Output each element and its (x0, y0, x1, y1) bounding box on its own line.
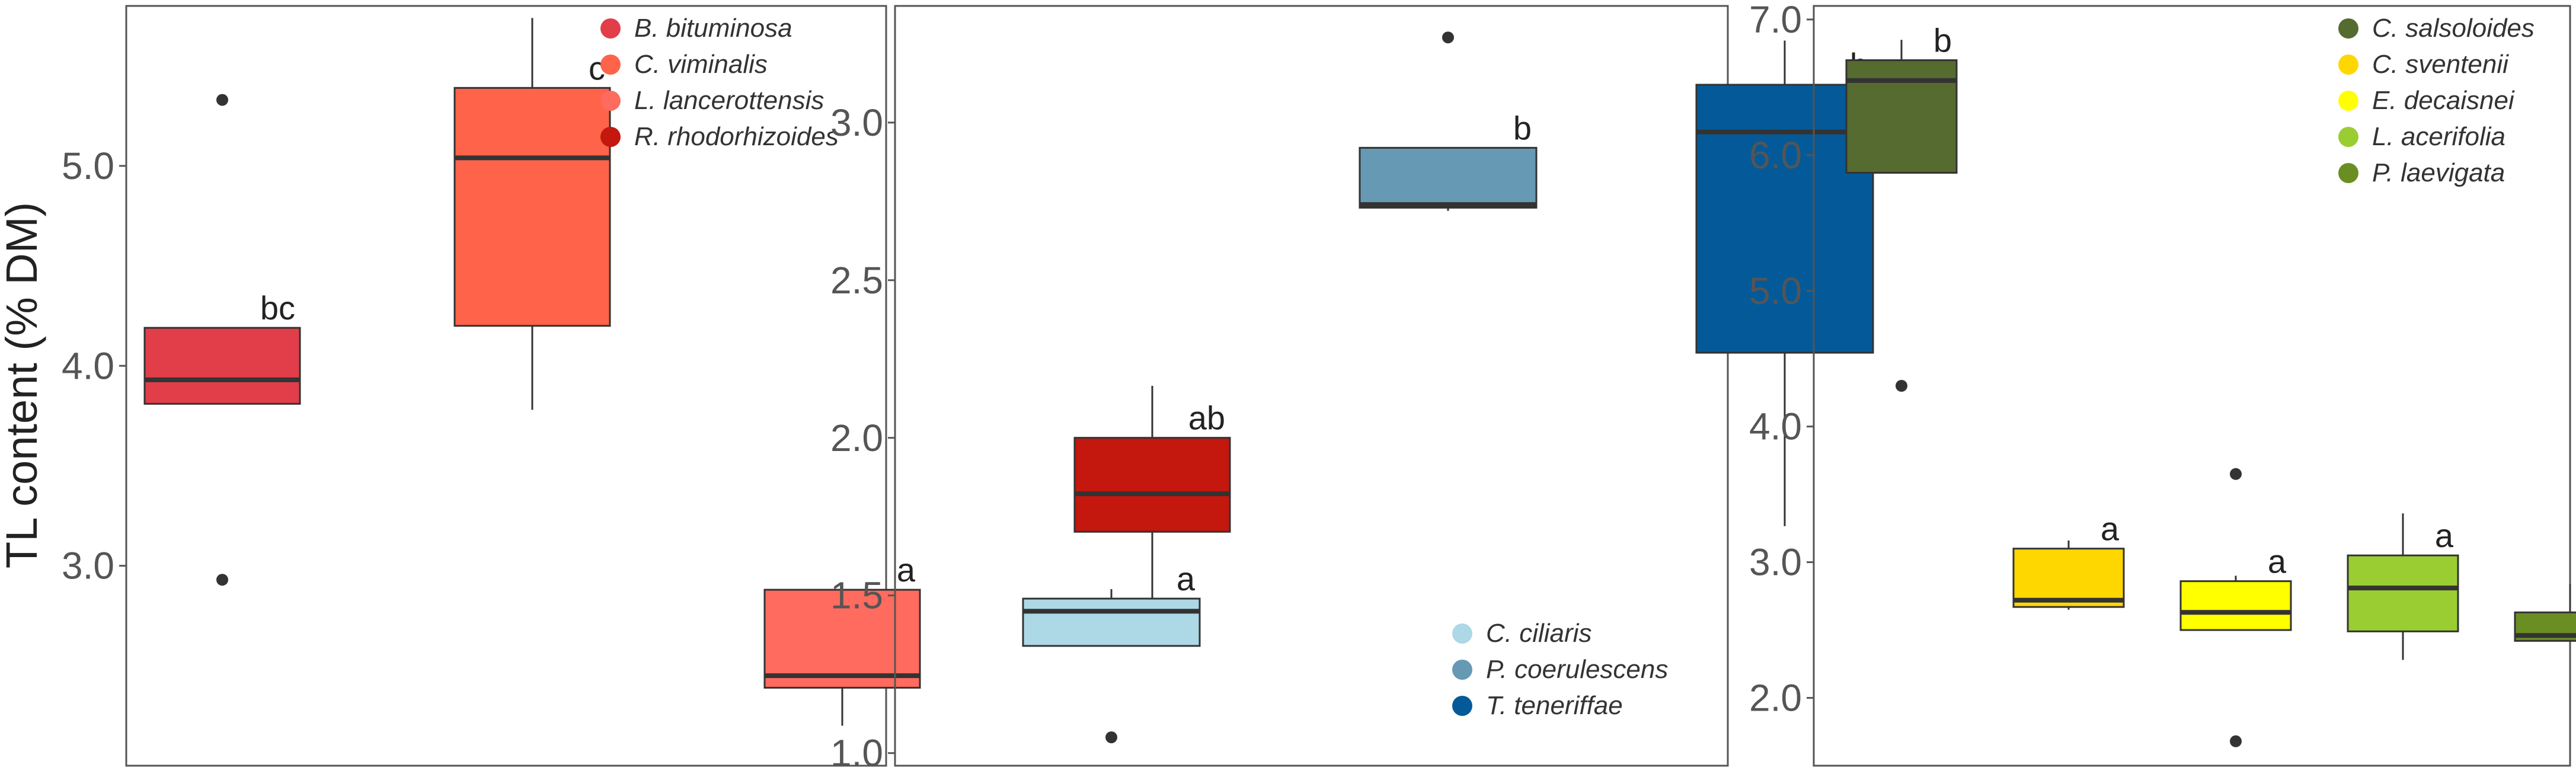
legend-label: L. acerifolia (2372, 122, 2505, 151)
outlier-point (216, 94, 228, 106)
y-tick-label: 4.0 (1749, 405, 1802, 448)
legend-label: L. lancerottensis (634, 86, 824, 115)
legend-marker (2338, 18, 2358, 39)
panel-3: 2.03.04.05.06.07.0baaaaC. salsoloidesC. … (1749, 0, 2576, 767)
significance-label: a (1177, 560, 1196, 597)
y-tick-label: 3.0 (1749, 541, 1802, 584)
box-body (143, 327, 301, 405)
significance-label: bc (260, 289, 295, 327)
legend-marker (600, 91, 621, 111)
y-axis-title: TL content (% DM) (0, 202, 46, 568)
y-tick-label: 5.0 (62, 145, 114, 187)
legend-marker (2338, 127, 2358, 147)
legend-marker (1452, 623, 1472, 644)
y-tick-label: 6.0 (1749, 134, 1802, 177)
box-body (1022, 597, 1201, 647)
significance-label: a (2268, 543, 2287, 580)
y-tick-label: 3.0 (62, 545, 114, 587)
outlier-point (1105, 731, 1117, 744)
significance-label: b (1933, 22, 1952, 59)
legend-marker (2338, 55, 2358, 75)
legend-marker (1452, 696, 1472, 716)
significance-label: a (2435, 517, 2454, 554)
panel-frame (125, 5, 887, 767)
significance-label: ab (1188, 399, 1225, 437)
significance-label: a (2101, 510, 2120, 548)
y-tick-label: 1.5 (830, 574, 883, 617)
legend-label: C. salsoloides (2372, 14, 2535, 43)
legend-label: B. bituminosa (634, 14, 792, 43)
legend: C. salsoloides C. sventenii E. decaisnei L.… (2338, 14, 2535, 187)
panel-1: 3.0 4.0 5.0 bc c a ab B. bituminosa C. viminalis… (62, 5, 1231, 767)
box-3-5: a (2514, 584, 2576, 642)
y-tick-label: 2.0 (830, 417, 883, 459)
legend-label: C. ciliaris (1486, 619, 1591, 648)
y-tick-label: 3.0 (830, 101, 883, 144)
legend-marker (2338, 91, 2358, 111)
box-3-3: a (2179, 468, 2292, 747)
box-body (1073, 437, 1231, 533)
box-3-1: b (1845, 22, 1958, 392)
box-1-4: ab (1073, 386, 1231, 600)
legend-label: T. teneriffae (1486, 691, 1623, 720)
legend-marker (600, 18, 621, 39)
box-body (1845, 59, 1958, 174)
significance-label: a (897, 551, 916, 589)
significance-label: b (1513, 109, 1532, 146)
y-tick-label: 7.0 (1749, 0, 1802, 41)
outlier-point (2230, 735, 2242, 747)
box-1-3: a (763, 551, 921, 726)
outlier-point (1896, 380, 1907, 392)
y-tick-label: 5.0 (1749, 270, 1802, 312)
box-body (1359, 146, 1538, 209)
box-1-2: c (453, 18, 611, 410)
legend-marker (2338, 163, 2358, 183)
box-body (2179, 580, 2292, 631)
legend: B. bituminosa C. viminalis L. lancerottens… (600, 14, 839, 151)
box-2-1: a (1022, 560, 1201, 744)
legend-label: P. coerulescens (1486, 655, 1668, 684)
legend-marker (1452, 660, 1472, 680)
y-tick-label: 4.0 (62, 344, 114, 387)
legend-label: E. decaisnei (2372, 86, 2515, 115)
outlier-point (1442, 31, 1454, 44)
box-body (2012, 548, 2125, 608)
legend-label: C. sventenii (2372, 50, 2509, 79)
legend: C. ciliaris P. coerulescens T. teneriffae (1452, 619, 1668, 720)
box-body (453, 87, 611, 327)
box-3-4: a (2347, 513, 2459, 660)
panel-frame (894, 5, 1729, 767)
legend-label: R. rhodorhizoides (634, 122, 839, 151)
legend-label: P. laevigata (2372, 158, 2505, 187)
legend-label: C. viminalis (634, 50, 768, 79)
outlier-point (2230, 468, 2242, 480)
legend-marker (600, 55, 621, 75)
box-2-3: b (1695, 40, 1874, 526)
y-tick-label: 2.5 (830, 259, 883, 302)
legend-marker (600, 127, 621, 147)
box-body (2347, 554, 2459, 632)
box-3-2: a (2012, 510, 2125, 610)
box-2-2: b (1359, 31, 1538, 211)
y-tick-label: 1.0 (830, 732, 883, 774)
outlier-point (216, 574, 228, 586)
box-1-1: bc (143, 94, 301, 586)
box-body (763, 589, 921, 689)
panel-frame (1813, 5, 2571, 767)
y-tick-label: 2.0 (1749, 677, 1802, 719)
box-body (1695, 84, 1874, 354)
